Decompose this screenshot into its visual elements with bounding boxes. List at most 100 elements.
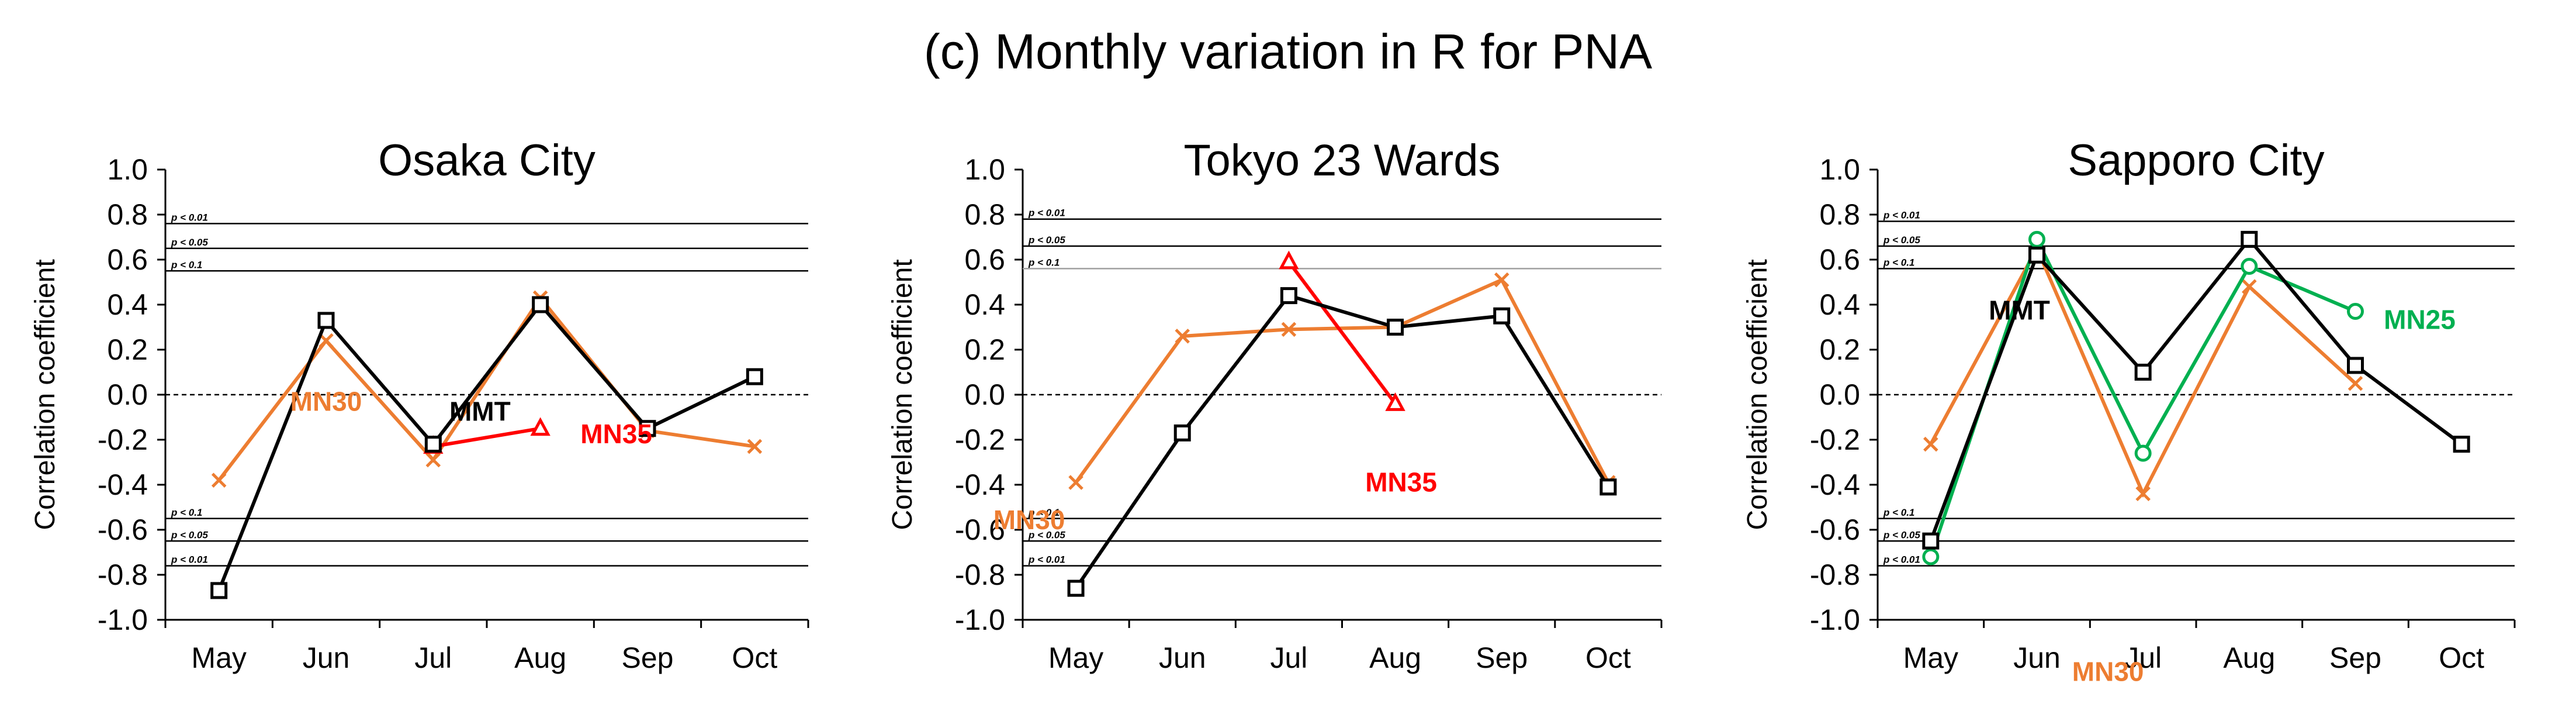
- significance-label: p < 0.05: [1028, 529, 1065, 540]
- y-axis-title: Correlation coefficient: [887, 259, 918, 530]
- series-line-mn25: [1928, 234, 2356, 558]
- data-point-mn30: [747, 439, 763, 454]
- x-tick-label: Aug: [2223, 641, 2275, 674]
- data-point-mmt: [1922, 532, 1940, 550]
- y-tick-label: -0.2: [98, 423, 148, 456]
- chart-panel-3: Sapporo City 1.0 0.8 0.6 0.4 0.2 0.0 -0.2 -0.4 -0…: [1742, 136, 2516, 686]
- y-tick-label: -0.8: [1810, 558, 1860, 591]
- significance-label: p < 0.01: [1883, 554, 1920, 565]
- data-point-mn30: [1494, 272, 1509, 288]
- chart-panel-2: Tokyo 23 Wards 1.0 0.8 0.6 0.4 0.2 0.0 -0.2 -0.4…: [887, 136, 1663, 674]
- data-point-mmt: [424, 436, 442, 453]
- series-annotation-mn35: MN35: [1365, 467, 1437, 497]
- marker-stroke: [747, 439, 763, 454]
- y-axis-title: Correlation coefficient: [30, 259, 61, 530]
- y-tick-label: 0.0: [1819, 378, 1860, 411]
- y-tick-label: 0.4: [964, 288, 1005, 321]
- significance-label: p < 0.05: [1883, 529, 1920, 540]
- significance-label: p < 0.1: [171, 507, 202, 518]
- y-tick-label: 0.0: [964, 378, 1005, 411]
- series-line-mmt: [1074, 294, 1610, 589]
- data-point-mmt: [2028, 246, 2045, 264]
- marker-stroke: [1923, 436, 1938, 452]
- y-tick-label: -0.6: [98, 513, 148, 546]
- series-annotation-mn35: MN35: [580, 419, 652, 449]
- data-point-mmt: [532, 296, 549, 313]
- y-tick-label: 0.6: [964, 243, 1005, 276]
- data-point-mn30: [1923, 436, 1938, 452]
- marker-stroke: [2135, 486, 2151, 502]
- x-tick-label: May: [191, 641, 246, 674]
- y-tick-label: -0.2: [1810, 423, 1860, 456]
- marker-stroke: [2242, 279, 2257, 294]
- significance-label: p < 0.1: [1883, 257, 1914, 268]
- significance-label: p < 0.05: [171, 529, 208, 540]
- significance-label: p < 0.1: [171, 259, 202, 270]
- y-tick-label: 0.6: [1819, 243, 1860, 276]
- data-point-mn30: [2348, 375, 2363, 391]
- y-tick-label: -0.8: [955, 558, 1005, 591]
- x-tick-label: Aug: [514, 641, 566, 674]
- data-point-mmt: [2347, 357, 2364, 374]
- data-point-mmt: [746, 368, 763, 385]
- y-tick-label: -0.8: [98, 558, 148, 591]
- series-annotation-mn25: MN25: [2384, 305, 2456, 335]
- marker-stroke: [1068, 475, 1083, 490]
- figure-title: (c) Monthly variation in R for PNA: [923, 24, 1653, 79]
- y-tick-label: -1.0: [955, 603, 1005, 636]
- x-tick-label: May: [1903, 641, 1958, 674]
- y-tick-label: -0.6: [1810, 513, 1860, 546]
- y-tick-label: 1.0: [107, 153, 148, 186]
- data-point-mn30: [1068, 475, 1083, 490]
- data-point-mmt: [2453, 436, 2470, 453]
- x-tick-label: Oct: [732, 641, 777, 674]
- y-tick-label: -0.4: [98, 468, 148, 501]
- y-tick-label: -1.0: [1810, 603, 1860, 636]
- y-tick-label: 0.8: [107, 198, 148, 231]
- marker-stroke: [1281, 322, 1297, 337]
- panel-title: Sapporo City: [2068, 136, 2324, 185]
- series-annotation-mn30: MN30: [2072, 656, 2144, 686]
- y-tick-label: 0.6: [107, 243, 148, 276]
- data-point-mn25: [2028, 230, 2045, 248]
- data-point-mn25: [2241, 258, 2258, 275]
- x-tick-label: Sep: [1476, 641, 1528, 674]
- data-point-mmt: [2241, 230, 2258, 248]
- y-tick-label: 0.2: [964, 333, 1005, 366]
- y-axis-title: Correlation coefficient: [1742, 259, 1773, 530]
- y-tick-label: 0.2: [1819, 333, 1860, 366]
- series-annotation-mmt: MMT: [1989, 295, 2050, 325]
- marker-stroke: [318, 333, 334, 348]
- y-tick-label: 1.0: [964, 153, 1005, 186]
- series-line-mmt: [1929, 236, 2463, 542]
- x-tick-label: Jun: [2013, 641, 2061, 674]
- x-tick-label: Sep: [2329, 641, 2381, 674]
- series-annotation-mn30: MN30: [993, 505, 1065, 535]
- data-point-mn30: [318, 333, 334, 348]
- data-point-mmt: [317, 312, 335, 329]
- data-point-mmt: [2134, 364, 2152, 381]
- data-point-mn35: [1279, 250, 1299, 270]
- x-tick-label: Aug: [1369, 641, 1421, 674]
- significance-label: p < 0.05: [1883, 234, 1920, 246]
- significance-label: p < 0.05: [1028, 234, 1065, 246]
- chart-panel-1: Osaka City 1.0 0.8 0.6 0.4 0.2 0.0 -0.2 -0.4 -0.6…: [30, 136, 809, 674]
- marker-stroke: [211, 472, 227, 488]
- data-point-mn30: [1175, 329, 1190, 344]
- data-point-mmt: [1493, 307, 1511, 325]
- y-tick-label: -0.6: [955, 513, 1005, 546]
- data-point-mmt: [1173, 424, 1191, 441]
- marker-stroke: [425, 452, 441, 468]
- significance-label: p < 0.1: [1883, 507, 1914, 518]
- significance-label: p < 0.1: [1028, 507, 1060, 518]
- y-tick-label: 0.2: [107, 333, 148, 366]
- y-tick-label: -1.0: [98, 603, 148, 636]
- data-point-mn30: [2242, 279, 2257, 294]
- data-point-mmt: [1067, 579, 1085, 597]
- marker-stroke: [1494, 272, 1509, 288]
- significance-label: p < 0.01: [171, 212, 208, 223]
- x-tick-label: Jul: [414, 641, 452, 674]
- data-point-mn25: [2134, 444, 2152, 462]
